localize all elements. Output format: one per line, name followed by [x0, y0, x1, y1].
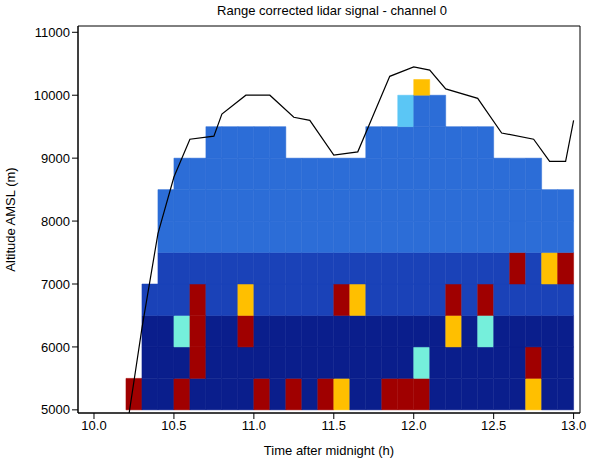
- svg-text:10000: 10000: [34, 88, 70, 103]
- svg-text:8000: 8000: [41, 214, 70, 229]
- svg-text:12.0: 12.0: [401, 418, 426, 433]
- svg-text:7000: 7000: [41, 277, 70, 292]
- svg-text:6000: 6000: [41, 340, 70, 355]
- svg-text:13.0: 13.0: [561, 418, 586, 433]
- svg-text:11.5: 11.5: [322, 418, 346, 433]
- svg-text:Time after midnight (h): Time after midnight (h): [264, 443, 394, 458]
- svg-text:11000: 11000: [35, 25, 70, 40]
- svg-text:10.5: 10.5: [161, 418, 186, 433]
- svg-text:9000: 9000: [41, 151, 70, 166]
- svg-text:5000: 5000: [41, 402, 70, 417]
- svg-text:11.0: 11.0: [242, 418, 266, 433]
- svg-text:Altitude AMSL (m): Altitude AMSL (m): [3, 167, 18, 271]
- svg-text:12.5: 12.5: [481, 418, 506, 433]
- html-text:Range corrected lidar signal -: Range corrected lidar signal - channel 0: [217, 3, 447, 18]
- svg-text:10.0: 10.0: [81, 418, 106, 433]
